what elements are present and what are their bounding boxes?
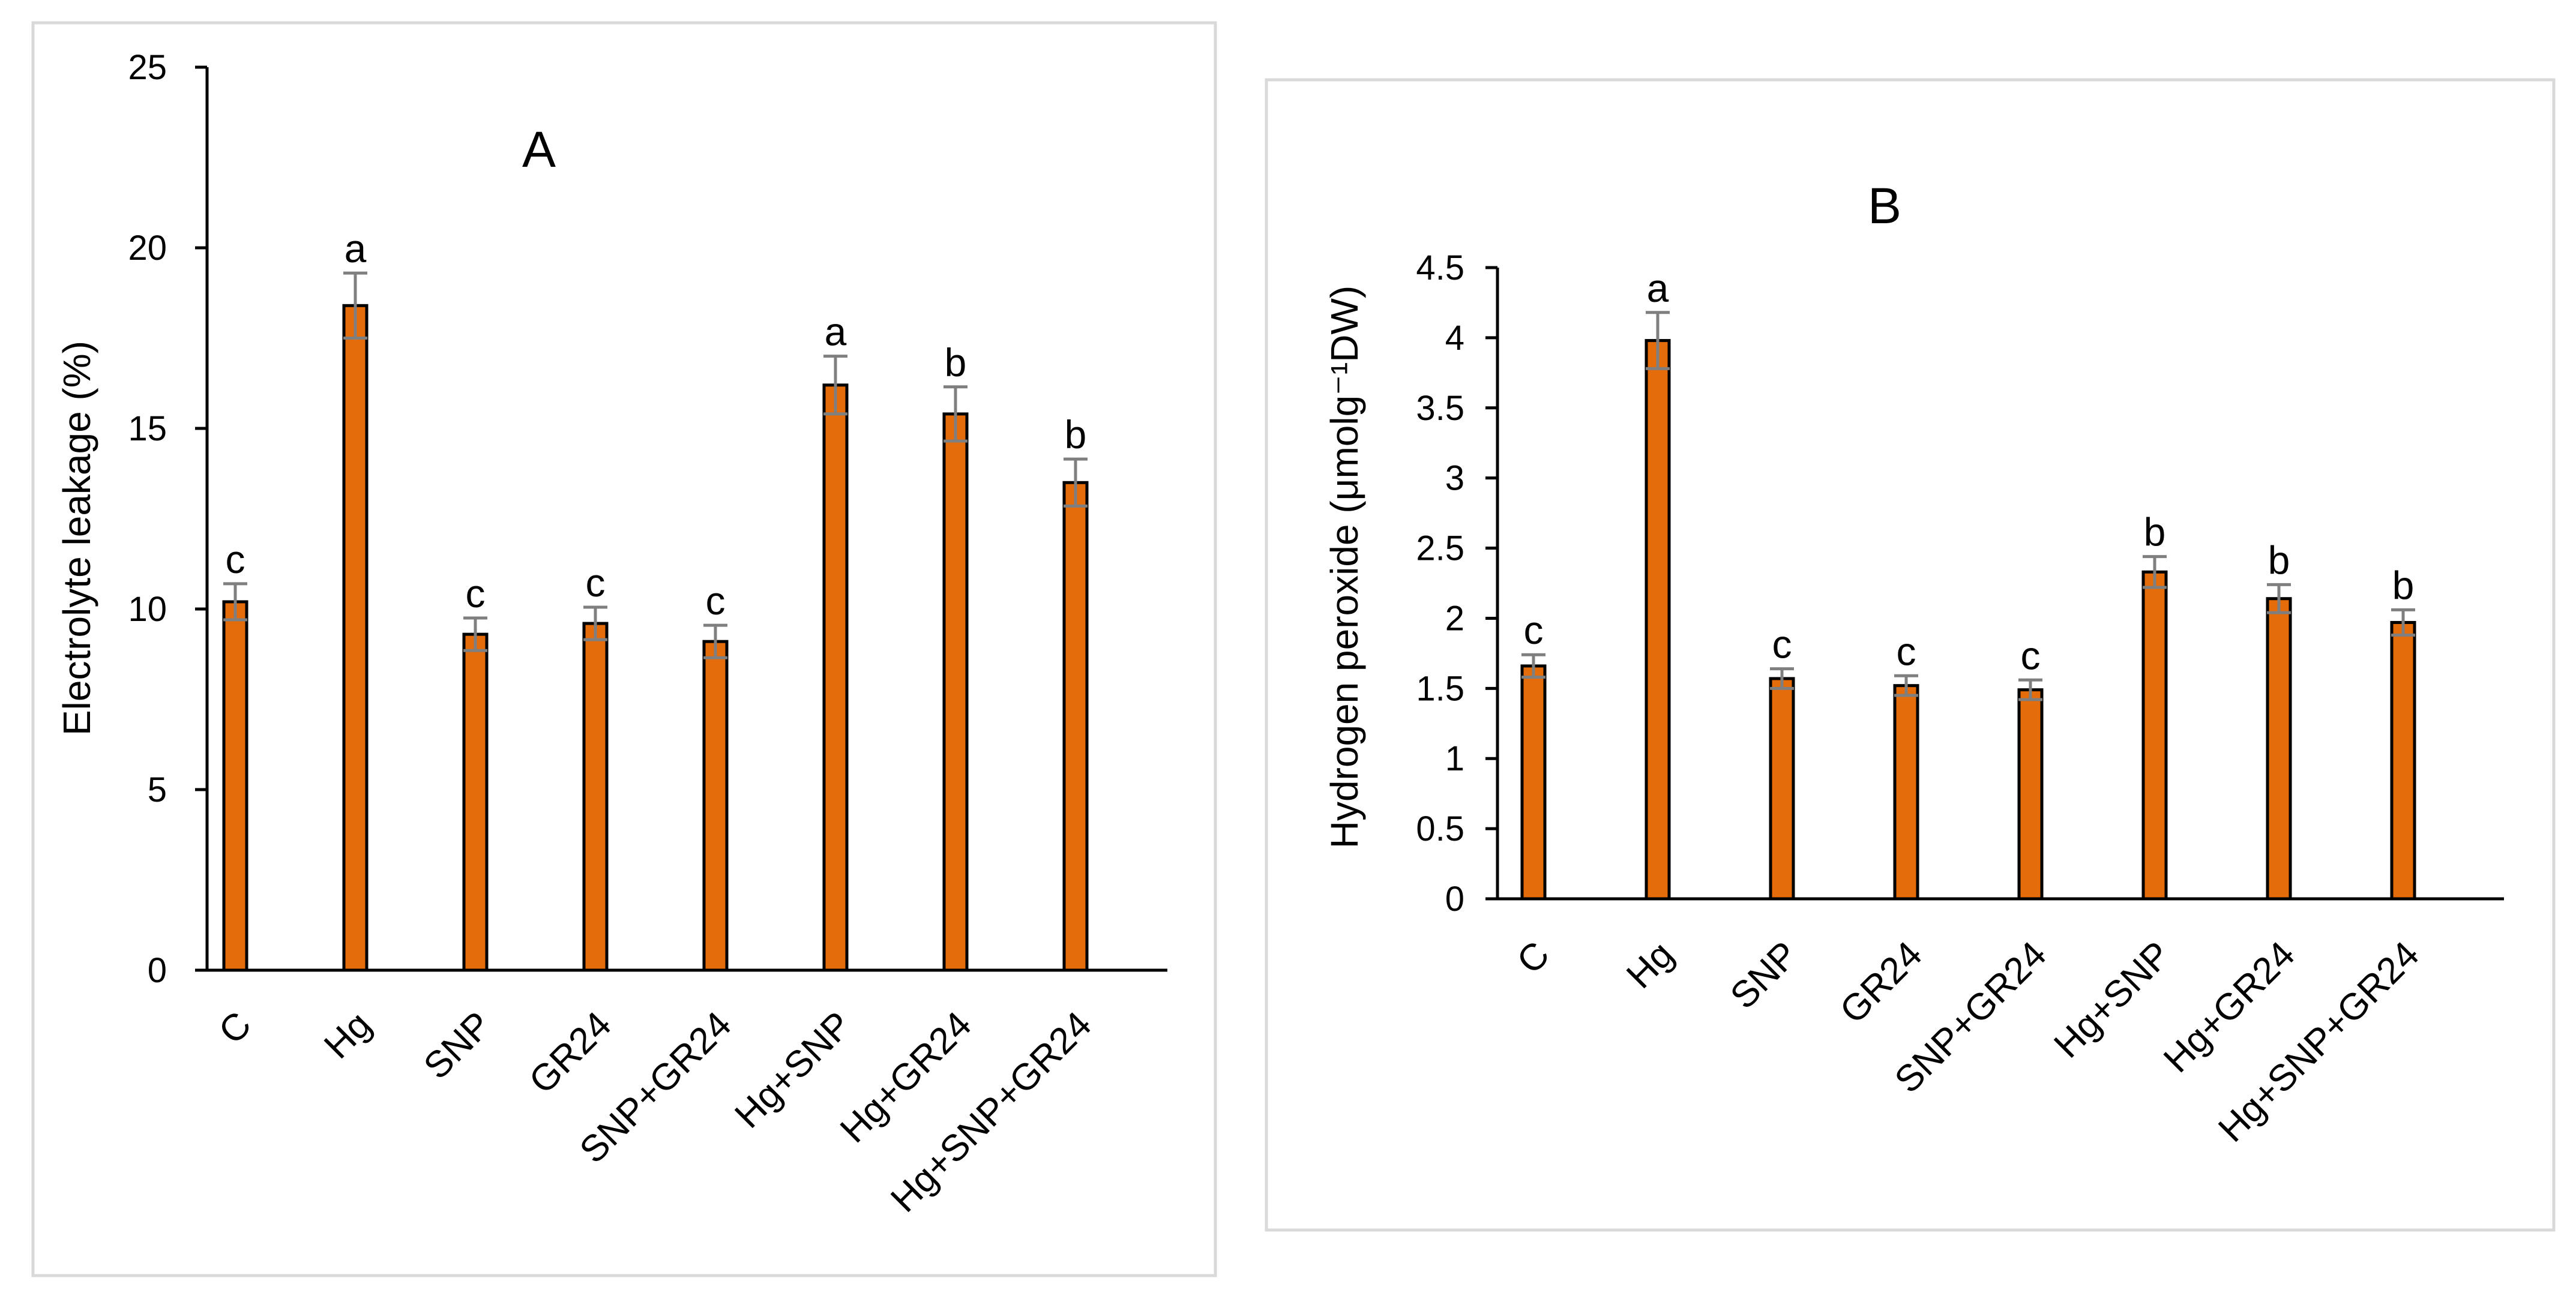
y-tick-label: 0: [148, 951, 167, 990]
error-bar: [2267, 583, 2291, 614]
error-bar: [2391, 608, 2415, 637]
significance-labels: c a c c c b b b: [1524, 266, 2415, 677]
y-tick-label: 1: [1445, 739, 1464, 778]
significance-label: c: [226, 537, 245, 581]
y-axis-label: Hydrogen peroxide (μmolg⁻¹DW): [1323, 286, 1366, 849]
y-tick-label: 0: [1445, 880, 1464, 919]
y-tick-label: 3: [1445, 459, 1464, 498]
significance-label: b: [2144, 510, 2166, 554]
chart-frame: [1265, 78, 2556, 1232]
significance-labels: c a c c c a b b: [226, 226, 1087, 623]
chart-title: B: [1868, 178, 1901, 234]
bar: [2141, 570, 2168, 901]
y-tick-label: 10: [128, 590, 167, 629]
y-tick-label: 4.5: [1416, 248, 1464, 287]
error-bar: [1646, 311, 1670, 370]
error-bar: [343, 271, 367, 340]
significance-label: c: [466, 571, 486, 616]
y-tick-label: 2.5: [1416, 529, 1464, 568]
significance-label: c: [1772, 622, 1792, 667]
y-axis-ticks: 0 0.5 1 1.5 2 2.5 3 3.5 4 4.5: [1416, 248, 1497, 919]
bar: [2017, 688, 2044, 901]
y-tick-label: 0.5: [1416, 809, 1464, 848]
y-tick-label: 3.5: [1416, 389, 1464, 428]
y-tick-label: 25: [128, 48, 167, 87]
significance-label: a: [825, 310, 847, 354]
significance-label: c: [2021, 633, 2041, 677]
bar: [2390, 620, 2416, 901]
error-bar: [223, 582, 247, 622]
significance-label: b: [2392, 563, 2415, 607]
significance-label: c: [586, 560, 606, 605]
error-bar: [1521, 653, 1545, 679]
bar: [1520, 664, 1547, 901]
significance-label: c: [1897, 629, 1916, 673]
significance-label: c: [1524, 608, 1544, 652]
y-axis-ticks: 0 5 10 15 20 25: [128, 48, 207, 990]
error-bar: [463, 616, 487, 652]
bar: [822, 383, 849, 972]
chart-title: A: [522, 121, 556, 178]
bar: [702, 640, 729, 972]
error-bars: [223, 271, 1088, 659]
significance-label: a: [345, 226, 367, 271]
error-bar: [703, 623, 727, 659]
significance-label: b: [945, 340, 967, 385]
significance-label: c: [706, 578, 726, 623]
chart-panel-b: B Hydrogen peroxide (μmolg⁻¹DW) 0 0.5 1 1.5…: [1265, 78, 2556, 1232]
y-tick-label: 20: [128, 229, 167, 268]
y-tick-label: 1.5: [1416, 669, 1464, 708]
bar: [1769, 677, 1795, 901]
error-bars: [1521, 311, 2415, 701]
bar: [342, 304, 369, 972]
bar: [582, 622, 609, 972]
bar: [942, 412, 969, 972]
bar: [2266, 597, 2292, 901]
y-tick-label: 5: [148, 770, 167, 809]
significance-label: a: [1647, 266, 1669, 310]
bar: [462, 632, 489, 972]
bar: [1893, 684, 1919, 901]
y-tick-label: 2: [1445, 599, 1464, 638]
significance-label: b: [2268, 538, 2290, 582]
bar: [222, 600, 248, 972]
y-axis-label: Electrolyte leakage (%): [55, 341, 98, 736]
error-bar: [943, 385, 968, 443]
error-bar: [583, 605, 607, 641]
y-tick-label: 4: [1445, 319, 1464, 358]
y-tick-label: 15: [128, 409, 167, 448]
error-bar: [1064, 457, 1088, 508]
bar: [1645, 339, 1671, 901]
error-bar: [2143, 555, 2167, 589]
error-bar: [2018, 678, 2042, 701]
significance-label: b: [1065, 412, 1087, 457]
bar: [1062, 481, 1089, 972]
error-bar: [1770, 667, 1794, 690]
error-bar: [823, 355, 847, 416]
error-bar: [1894, 674, 1918, 697]
